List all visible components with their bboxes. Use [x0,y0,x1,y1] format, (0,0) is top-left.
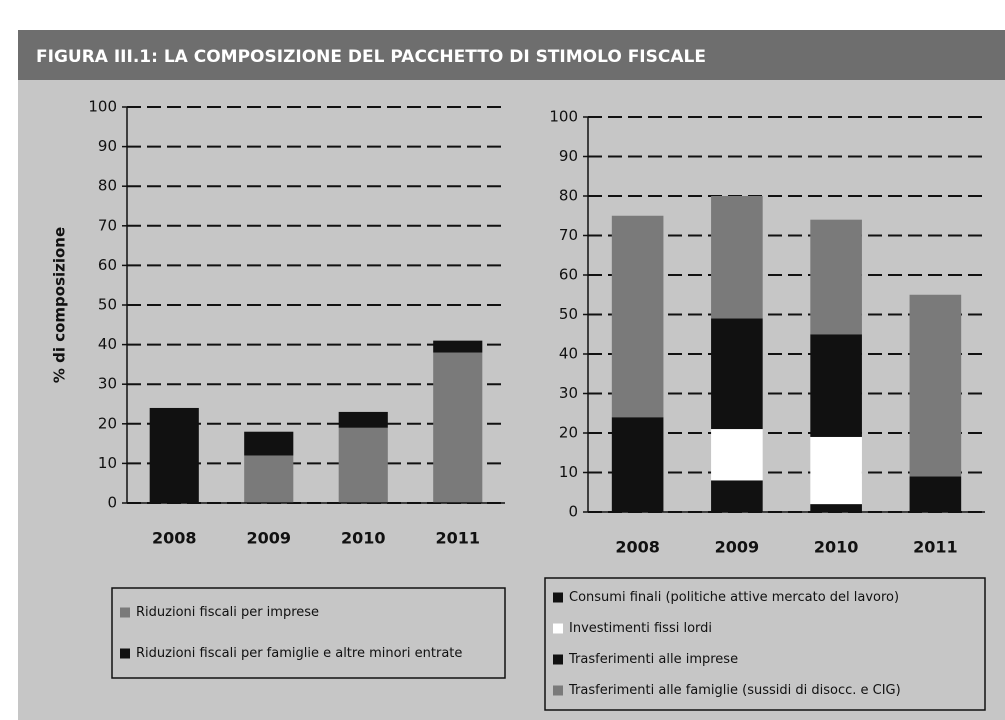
legend-label: Investimenti fissi lordi [569,621,712,636]
bar-segment [909,476,962,512]
x-tick-label: 2011 [913,538,958,557]
y-tick-label: 20 [559,424,578,442]
y-tick-label: 80 [98,177,117,195]
legend-label: Trasferimenti alle imprese [568,652,738,667]
bar-segment [810,219,862,335]
y-tick-label: 10 [559,463,578,481]
bar-segment [338,427,388,503]
y-tick-label: 20 [98,414,117,432]
y-tick-label: 60 [559,266,578,284]
bar-segment [611,417,664,512]
legend-swatch [553,623,563,634]
legend-box [111,587,506,679]
y-tick-label: 0 [568,503,578,521]
legend-box [544,577,986,711]
bar-segment [244,455,294,503]
title-bar [18,30,1005,80]
y-tick-label: 30 [559,384,578,402]
bar-segment [711,196,763,319]
x-tick-label: 2008 [615,538,660,557]
y-tick-label: 50 [98,296,117,314]
bar-segment [711,429,763,481]
legend-swatch [120,648,130,659]
x-tick-label: 2008 [152,529,197,548]
x-tick-label: 2010 [814,538,859,557]
y-tick-label: 40 [98,335,117,353]
legend-swatch [553,592,563,603]
legend-label: Trasferimenti alle famiglie (sussidi di … [568,683,901,698]
bar-segment [711,480,763,512]
bar-segment [711,318,763,430]
figure-title: FIGURA III.1: LA COMPOSIZIONE DEL PACCHE… [36,47,706,67]
bar-segment [909,294,962,477]
bar-segment [810,504,862,512]
legend-swatch [553,685,563,696]
x-tick-label: 2009 [715,538,760,557]
legend-swatch [120,607,130,618]
bar-segment [810,436,862,505]
y-tick-label: 60 [98,256,117,274]
bar-segment [433,352,483,503]
y-tick-label: 40 [559,345,578,363]
legend-swatch [553,654,563,665]
bar-segment [611,215,664,418]
x-tick-label: 2009 [246,529,291,548]
y-tick-label: 50 [559,305,578,323]
y-tick-label: 30 [98,375,117,393]
y-tick-label: 70 [98,216,117,234]
bar-segment [338,411,388,428]
bar-segment [244,431,294,456]
y-tick-label: 90 [559,147,578,165]
y-tick-label: 70 [559,226,578,244]
bar-segment [810,334,862,437]
bar-segment [149,407,199,503]
y-axis-label: % di composizione [51,227,69,383]
x-tick-label: 2010 [341,529,386,548]
y-tick-label: 100 [549,108,578,126]
y-tick-label: 10 [98,454,117,472]
y-tick-label: 100 [88,98,117,116]
y-tick-label: 80 [559,187,578,205]
x-tick-label: 2011 [435,529,480,548]
bar-segment [433,340,483,353]
legend-label: Riduzioni fiscali per imprese [136,605,319,620]
y-tick-label: 90 [98,137,117,155]
legend-label: Riduzioni fiscali per famiglie e altre m… [136,646,462,661]
y-tick-label: 0 [107,494,117,512]
legend-label: Consumi finali (politiche attive mercato… [569,590,899,605]
